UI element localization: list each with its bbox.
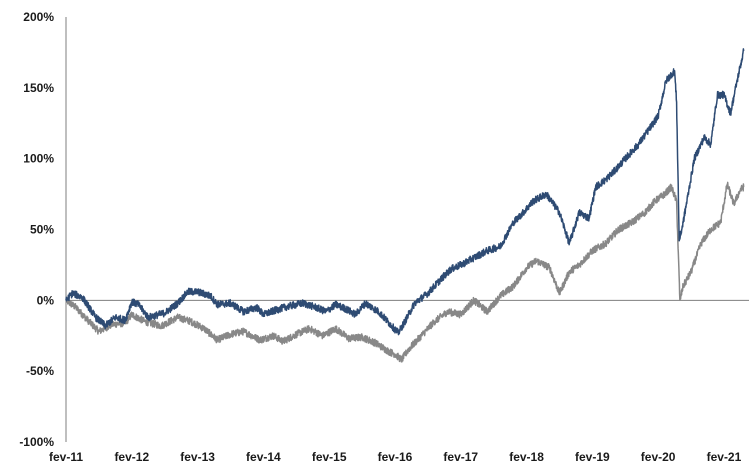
y-tick-label: 150% (23, 81, 54, 95)
y-axis: -100% -50% 0% 50% 100% 150% 200% (19, 10, 67, 449)
x-tick-label: fev-14 (246, 450, 281, 464)
x-tick-label: fev-19 (575, 450, 610, 464)
series-layer (65, 48, 745, 363)
x-tick-label: fev-20 (641, 450, 676, 464)
x-tick-label: fev-18 (509, 450, 544, 464)
y-tick-label: 100% (23, 152, 54, 166)
x-tick-label: fev-15 (312, 450, 347, 464)
series-line-1 (65, 181, 745, 363)
y-tick-label: 200% (23, 10, 54, 24)
y-tick-label: 50% (30, 223, 54, 237)
series-line-0 (65, 48, 745, 336)
x-tick-label: fev-16 (378, 450, 413, 464)
x-axis: fev-11 fev-12 fev-13 fev-14 fev-15 fev-16 fev-… (49, 299, 749, 464)
y-tick-label: -100% (19, 435, 54, 449)
x-tick-label: fev-21 (707, 450, 742, 464)
y-tick-label: 0% (37, 293, 55, 307)
x-tick-label: fev-17 (443, 450, 478, 464)
x-tick-label: fev-11 (49, 450, 83, 464)
x-tick-label: fev-12 (114, 450, 149, 464)
y-tick-label: -50% (26, 364, 54, 378)
x-tick-label: fev-13 (180, 450, 215, 464)
